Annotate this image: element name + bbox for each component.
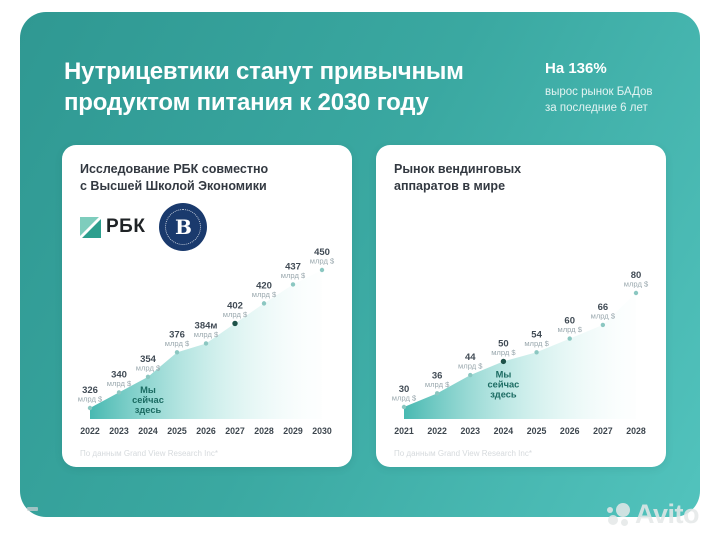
card-title-line-2: с Высшей Школой Экономики (80, 179, 267, 193)
svg-text:Мы: Мы (140, 385, 156, 395)
stat-desc-line-2: за последние 6 лет (545, 102, 648, 114)
svg-text:30: 30 (399, 384, 410, 395)
svg-text:437: 437 (285, 261, 301, 272)
title-line-1: Нутрицевтики станут привычным (64, 58, 464, 85)
svg-text:млрд $: млрд $ (136, 363, 161, 372)
svg-text:млрд $: млрд $ (491, 348, 516, 357)
fine-print-mark (27, 507, 38, 511)
svg-text:2026: 2026 (560, 426, 580, 436)
svg-text:млрд $: млрд $ (557, 325, 582, 334)
svg-text:44: 44 (465, 352, 476, 363)
card-title-line-1: Исследование РБК совместно (80, 162, 269, 176)
stat-block: На 136% вырос рынок БАДов за последние 6… (545, 60, 653, 116)
svg-text:Мы: Мы (496, 369, 512, 379)
card-title-line-2: аппаратов в мире (394, 179, 506, 193)
svg-text:80: 80 (631, 270, 642, 281)
svg-text:млрд $: млрд $ (591, 311, 616, 320)
svg-text:2027: 2027 (225, 426, 245, 436)
svg-text:2021: 2021 (394, 426, 414, 436)
svg-text:млрд $: млрд $ (392, 394, 417, 403)
svg-text:здесь: здесь (490, 389, 517, 399)
svg-text:2028: 2028 (626, 426, 646, 436)
svg-text:млрд $: млрд $ (624, 280, 649, 289)
svg-text:млрд $: млрд $ (194, 330, 219, 339)
svg-text:54: 54 (531, 329, 542, 340)
svg-text:402: 402 (227, 300, 243, 311)
hse-logo-icon: В (159, 203, 208, 251)
svg-text:420: 420 (256, 280, 272, 291)
stat-description: вырос рынок БАДов за последние 6 лет (545, 84, 653, 116)
svg-text:2022: 2022 (80, 426, 100, 436)
svg-text:млрд $: млрд $ (107, 379, 132, 388)
source-note: По данным Grand View Research Inc* (394, 449, 532, 458)
teal-panel: Нутрицевтики станут привычным продуктом … (20, 12, 700, 517)
svg-text:50: 50 (498, 338, 509, 349)
svg-text:36: 36 (432, 370, 443, 381)
svg-text:млрд $: млрд $ (524, 339, 549, 348)
svg-text:млрд $: млрд $ (165, 339, 190, 348)
rbc-logo-icon (80, 216, 101, 238)
svg-text:2025: 2025 (527, 426, 547, 436)
svg-text:млрд $: млрд $ (425, 380, 450, 389)
svg-text:млрд $: млрд $ (281, 271, 306, 280)
avito-logo-text: Avito (635, 499, 700, 529)
svg-text:сейчас: сейчас (488, 379, 520, 389)
card-title-line-1: Рынок вендинговых (394, 162, 522, 176)
svg-text:млрд $: млрд $ (458, 362, 483, 371)
avito-watermark: Avito (606, 499, 700, 530)
svg-text:340: 340 (111, 369, 127, 380)
avito-logo-icon (606, 502, 632, 528)
svg-text:2030: 2030 (312, 426, 332, 436)
card-title: Рынок вендинговых аппаратов в мире (394, 161, 521, 195)
title-line-2: продуктом питания к 2030 году (64, 89, 429, 116)
vending-market-card: Рынок вендинговых аппаратов в мире 30 млр… (376, 145, 666, 467)
svg-text:2023: 2023 (109, 426, 129, 436)
rbc-logo: РБК (80, 216, 145, 238)
svg-text:2027: 2027 (593, 426, 613, 436)
svg-text:2028: 2028 (254, 426, 274, 436)
svg-text:млрд $: млрд $ (223, 310, 248, 319)
svg-text:326: 326 (82, 385, 98, 396)
stat-desc-line-1: вырос рынок БАДов (545, 86, 653, 98)
stat-value: На 136% (545, 60, 607, 77)
svg-text:60: 60 (564, 316, 575, 327)
svg-text:млрд $: млрд $ (252, 290, 277, 299)
card-title: Исследование РБК совместно с Высшей Школ… (80, 161, 268, 195)
page-title: Нутрицевтики станут привычным продуктом … (64, 56, 464, 118)
hse-logo-ring (165, 209, 202, 245)
svg-text:2025: 2025 (167, 426, 187, 436)
svg-text:млрд $: млрд $ (310, 257, 335, 266)
svg-text:384м: 384м (195, 320, 218, 331)
svg-text:2024: 2024 (138, 426, 158, 436)
rbc-research-card: Исследование РБК совместно с Высшей Школ… (62, 145, 352, 467)
rbc-logo-text: РБК (106, 216, 146, 237)
svg-text:млрд $: млрд $ (78, 395, 103, 404)
svg-text:450: 450 (314, 247, 330, 258)
svg-text:66: 66 (598, 302, 609, 313)
svg-text:2029: 2029 (283, 426, 303, 436)
svg-text:сейчас: сейчас (132, 395, 164, 405)
logo-row: РБК В (80, 203, 208, 251)
svg-text:2026: 2026 (196, 426, 216, 436)
svg-text:2022: 2022 (427, 426, 447, 436)
svg-text:2023: 2023 (460, 426, 480, 436)
svg-text:376: 376 (169, 329, 185, 340)
svg-text:354: 354 (140, 354, 157, 365)
svg-text:2024: 2024 (494, 426, 514, 436)
svg-text:здесь: здесь (135, 405, 162, 415)
source-note: По данным Grand View Research Inc* (80, 449, 218, 458)
